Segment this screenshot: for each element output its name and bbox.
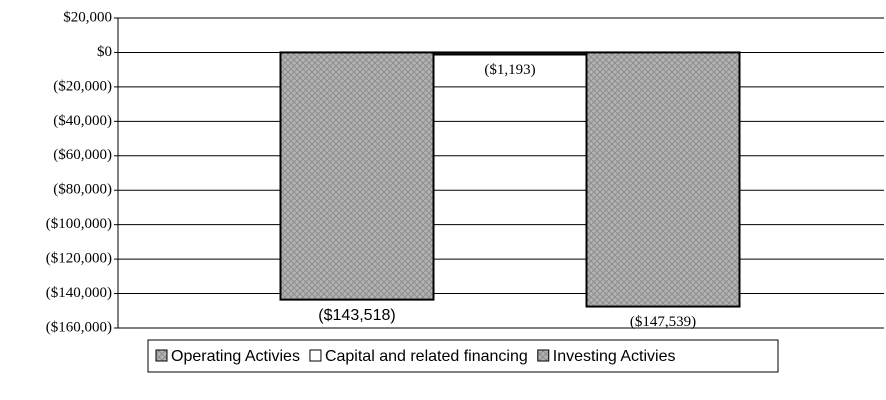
y-tick-label: $0: [97, 44, 112, 60]
value-label: ($143,518): [318, 307, 395, 324]
legend-swatch: [309, 349, 322, 362]
y-tick-label: $20,000: [63, 9, 112, 25]
y-tick-label: ($40,000): [53, 113, 112, 129]
legend-label: Investing Activies: [553, 348, 676, 365]
y-tick-label: ($20,000): [53, 78, 112, 94]
y-tick-label: ($160,000): [46, 319, 112, 335]
y-tick-label: ($120,000): [46, 251, 112, 267]
bar: [279, 51, 435, 301]
value-label: ($1,193): [484, 62, 535, 78]
bar: [585, 51, 741, 308]
y-tick-label: ($60,000): [53, 147, 112, 163]
legend-label: Capital and related financing: [325, 348, 528, 365]
legend-box: [147, 339, 779, 373]
y-tick-label: ($100,000): [46, 216, 112, 232]
y-tick-label: ($140,000): [46, 285, 112, 301]
legend-swatch: [155, 349, 168, 362]
legend-label: Operating Activies: [171, 348, 300, 365]
legend-swatch: [537, 349, 550, 362]
y-tick-label: ($80,000): [53, 182, 112, 198]
value-label: ($147,539): [630, 314, 696, 330]
bar: [432, 51, 588, 56]
